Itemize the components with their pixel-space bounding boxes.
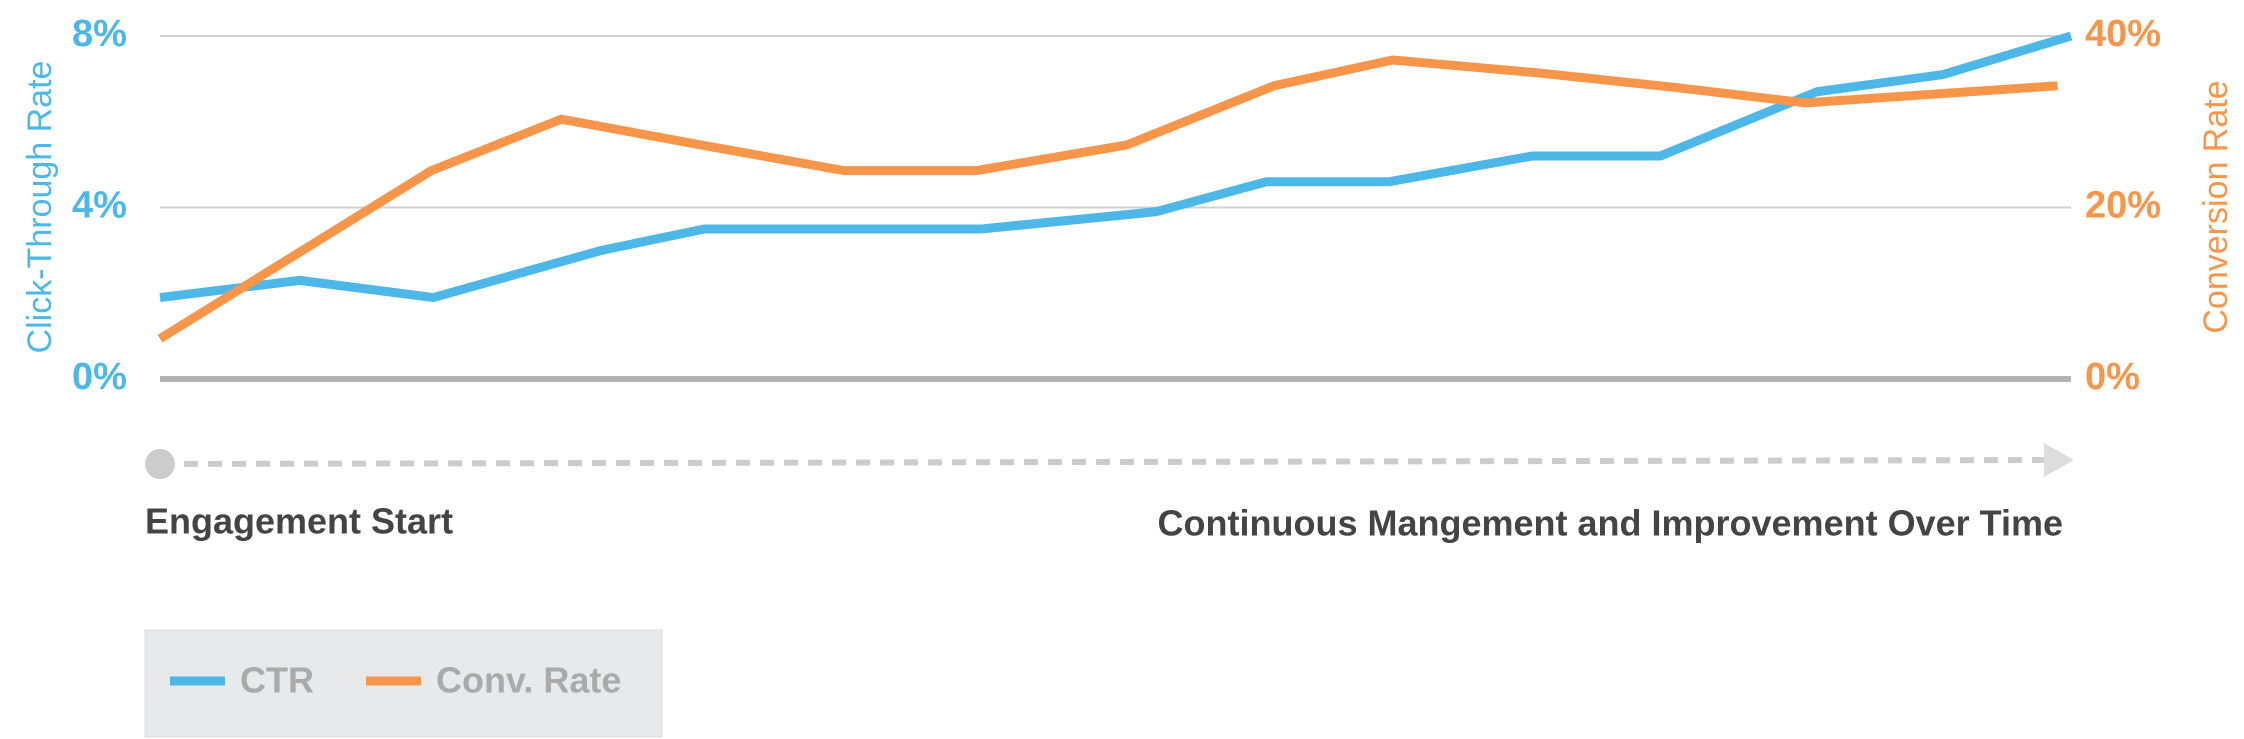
annotation: Engagement Start [145, 501, 453, 542]
timeline-arrow [159, 457, 2051, 467]
y-tick-label: 8% [72, 13, 127, 55]
y-tick-label: 0% [72, 356, 127, 398]
y2-axis-label: Conversion Rate [2197, 80, 2235, 333]
y2-tick-label: 20% [2085, 185, 2161, 227]
annotation: Continuous Mangement and Improvement Ove… [1158, 503, 2063, 544]
y-axis-label: Click-Through Rate [21, 61, 59, 354]
y-tick-label: 4% [72, 185, 127, 227]
legend-label: CTR [240, 660, 314, 701]
y2-tick-label: 0% [2085, 356, 2140, 398]
series-line [157, 55, 2058, 343]
timeline-head [2044, 443, 2074, 477]
series-line [159, 31, 2073, 303]
legend-label: Conv. Rate [436, 660, 621, 701]
timeline-start [145, 449, 175, 479]
y2-tick-label: 40% [2085, 13, 2161, 55]
